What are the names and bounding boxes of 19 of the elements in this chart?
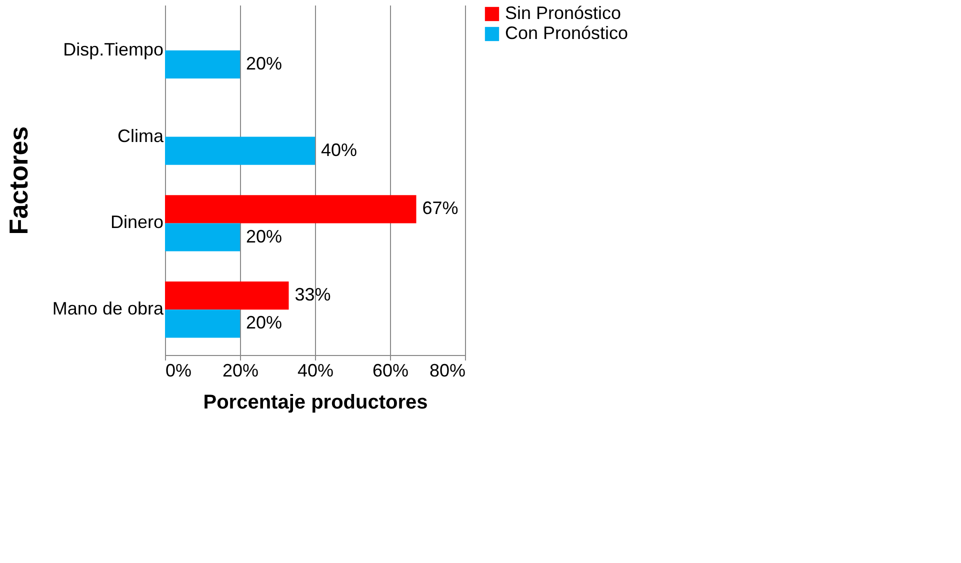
y-tick-label: Clima: [117, 126, 164, 146]
x-tick-label: 0%: [166, 360, 192, 380]
data-label: 20%: [246, 312, 282, 333]
data-label: 20%: [246, 226, 282, 246]
data-label: 20%: [246, 53, 282, 74]
x-tick-label: 60%: [372, 360, 409, 380]
y-tick-label: Mano de obra: [52, 298, 164, 319]
data-label: 33%: [294, 284, 331, 305]
x-tick-label: 20%: [222, 360, 259, 380]
y-axis-title: Factores: [3, 126, 34, 235]
x-tick-label: 80%: [429, 360, 466, 380]
x-tick-label: 40%: [297, 360, 334, 380]
x-axis-title: Porcentaje productores: [203, 392, 428, 414]
data-label: 40%: [321, 140, 358, 160]
legend-label: Con Pronóstico: [505, 23, 628, 43]
y-tick-label: Dinero: [110, 212, 164, 232]
y-tick-label: Disp.Tiempo: [63, 39, 164, 60]
data-label: 67%: [422, 198, 458, 218]
legend-label: Sin Pronóstico: [505, 3, 622, 23]
